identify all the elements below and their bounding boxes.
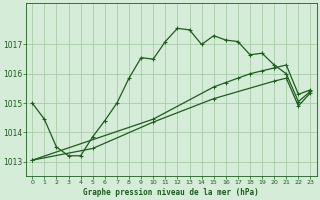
X-axis label: Graphe pression niveau de la mer (hPa): Graphe pression niveau de la mer (hPa) [84,188,259,197]
